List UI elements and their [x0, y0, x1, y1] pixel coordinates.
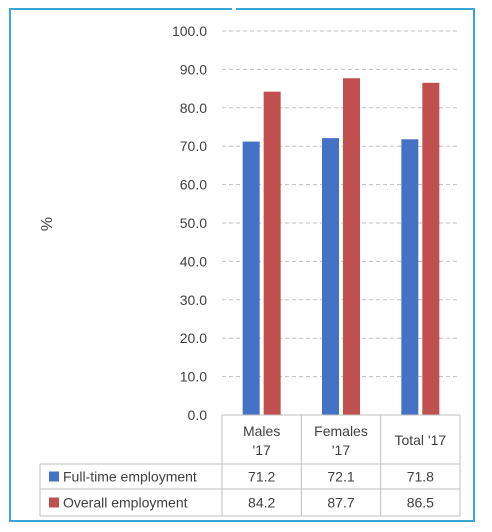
table-value: 87.7	[327, 495, 354, 511]
table-value: 86.5	[407, 495, 434, 511]
legend-label-full-time: Full-time employment	[63, 469, 197, 485]
table-value: 71.8	[407, 469, 434, 485]
table-value: 84.2	[248, 495, 275, 511]
gridlines	[222, 30, 460, 378]
y-tick-label: 100.0	[172, 23, 207, 39]
y-tick-label: 70.0	[180, 138, 207, 154]
y-tick-label: 80.0	[180, 100, 207, 116]
y-tick-label: 30.0	[180, 292, 207, 308]
data-table: Males '17 Females '17 Total '17 Full-time emp…	[39, 414, 461, 517]
y-tick-label: 60.0	[180, 177, 207, 193]
bars	[242, 78, 440, 416]
bar-overall	[263, 91, 281, 415]
bar-full-time	[242, 141, 260, 416]
bar-overall	[422, 82, 440, 415]
y-axis-label: %	[39, 217, 56, 231]
y-tick-label: 10.0	[180, 369, 207, 385]
y-tick-label: 0.0	[188, 407, 208, 423]
bar-full-time	[401, 139, 419, 415]
bar-full-time	[322, 138, 339, 416]
category-label: Females	[314, 423, 368, 439]
category-label: '17	[253, 442, 271, 458]
y-tick-label: 50.0	[180, 215, 207, 231]
legend-swatch-full-time	[49, 471, 59, 482]
category-label: Males	[243, 423, 280, 439]
y-tick-label: 40.0	[180, 253, 207, 269]
legend-label-overall: Overall employment	[63, 495, 188, 511]
table-value: 72.1	[327, 469, 354, 485]
frame-gap	[232, 4, 236, 14]
y-tick-label: 90.0	[180, 61, 207, 77]
y-tick-label: 20.0	[180, 330, 207, 346]
table-value: 71.2	[248, 469, 275, 485]
category-label: '17	[332, 442, 350, 458]
category-label: Total '17	[394, 432, 446, 448]
y-axis-ticks: 0.0 10.0 20.0 30.0 40.0 50.0 60.0 70.0 80.0 90.0 1…	[172, 23, 207, 423]
chart-frame	[9, 8, 475, 522]
bar-overall	[343, 78, 360, 416]
legend-swatch-overall	[49, 497, 59, 508]
